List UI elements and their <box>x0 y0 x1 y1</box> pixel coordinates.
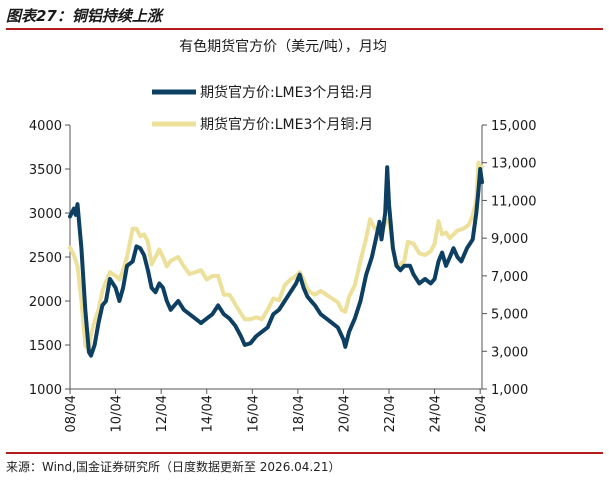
axes: 1000 1500 2000 2500 3000 3500 4000 1,000 3,000 5,… <box>29 119 537 432</box>
y-left-tick-label: 1500 <box>29 339 62 354</box>
x-tick-label: 20/04 <box>337 395 352 432</box>
x-tick-label: 22/04 <box>383 395 398 432</box>
y-right-tick-label: 1,000 <box>491 383 528 398</box>
source-note: 来源：Wind,国金证券研究所（日度数据更新至 2026.04.21） <box>6 460 341 474</box>
y-right-tick-label: 13,000 <box>491 157 537 172</box>
x-tick-label: 10/04 <box>110 395 125 432</box>
series-lines <box>68 160 484 358</box>
series-line-copper <box>68 160 484 352</box>
x-tick-label: 08/04 <box>64 395 79 432</box>
title-rule <box>6 28 603 30</box>
y-right-tick-label: 3,000 <box>491 345 528 360</box>
y-left-tick-label: 3500 <box>29 163 62 178</box>
chart-title: 有色期货官方价（美元/吨），月均 <box>179 38 387 55</box>
y-right-tick-label: 9,000 <box>491 232 528 247</box>
y-left-tick-label: 4000 <box>29 119 62 134</box>
y-left-tick-label: 1000 <box>29 383 62 398</box>
figure-title: 图表27：铜铝持续上涨 <box>6 7 162 25</box>
series-line-aluminum <box>68 165 484 358</box>
x-tick-label: 16/04 <box>246 395 261 432</box>
legend-label-copper: 期货官方价:LME3个月铜:月 <box>200 116 373 133</box>
y-right-tick-label: 5,000 <box>491 308 528 323</box>
y-right-tick-label: 15,000 <box>491 119 537 134</box>
y-left-tick-label: 2500 <box>29 251 62 266</box>
y-left-tick-label: 2000 <box>29 295 62 310</box>
y-right-tick-label: 7,000 <box>491 270 528 285</box>
legend: 期货官方价:LME3个月铝:月 期货官方价:LME3个月铜:月 <box>152 84 373 133</box>
x-tick-label: 12/04 <box>155 395 170 432</box>
source-rule <box>6 452 603 454</box>
legend-label-aluminum: 期货官方价:LME3个月铝:月 <box>200 84 373 101</box>
x-tick-label: 14/04 <box>201 395 216 432</box>
x-tick-label: 24/04 <box>429 395 444 432</box>
y-right-tick-label: 11,000 <box>491 194 537 209</box>
x-tick-label: 18/04 <box>292 395 307 432</box>
x-tick-label: 26/04 <box>474 395 489 432</box>
y-left-tick-label: 3000 <box>29 207 62 222</box>
